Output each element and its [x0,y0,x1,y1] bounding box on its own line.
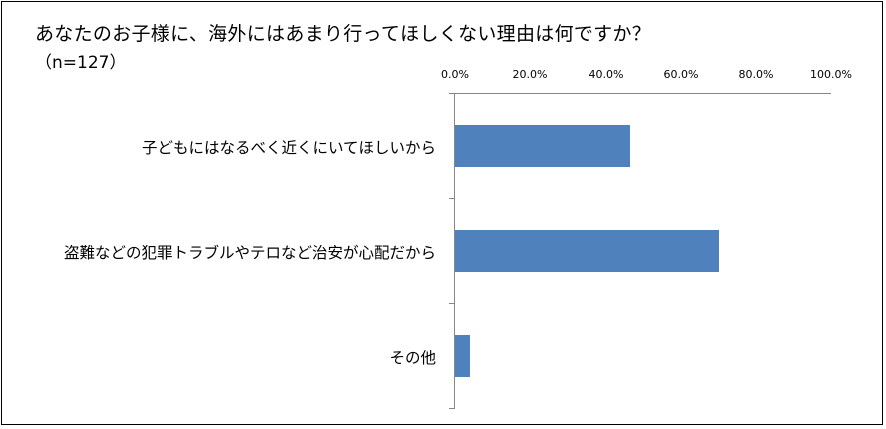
x-tick-label: 0.0% [441,68,469,81]
y-axis-tick [449,303,455,304]
bar [455,230,719,272]
x-tick-label: 60.0% [663,68,699,81]
category-label: 子どもにはなるべく近くにいてほしいから [141,139,436,157]
y-axis-line [454,93,455,409]
x-tick-label: 100.0% [810,68,852,81]
chart-subtitle: （n=127） [35,53,127,73]
category-label: その他 [389,349,436,367]
bar [455,125,630,167]
x-axis-line [454,93,831,94]
x-tick-label: 20.0% [512,68,548,81]
y-axis-tick [449,408,455,409]
bar [455,335,470,377]
y-axis-tick [449,93,455,94]
chart-title: あなたのお子様に、海外にはあまり行ってほしくない理由は何ですか？ [35,23,652,45]
x-tick-label: 40.0% [588,68,624,81]
x-tick-label: 80.0% [738,68,774,81]
category-label: 盗難などの犯罪トラブルやテロなど治安が心配だから [63,244,436,262]
y-axis-tick [449,198,455,199]
